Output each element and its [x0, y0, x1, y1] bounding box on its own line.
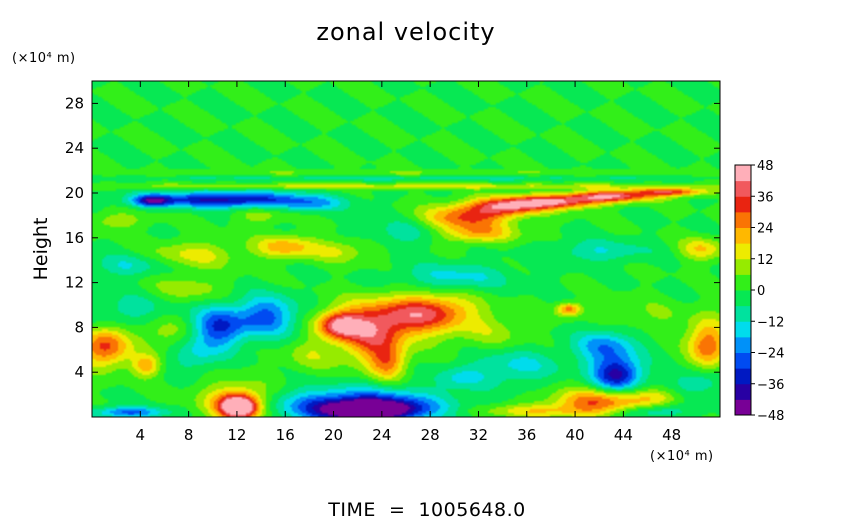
x-tick-label: 8	[184, 426, 194, 444]
colorbar-band	[735, 305, 751, 322]
colorbar-tick-label: −12	[757, 315, 784, 330]
plot-frame	[91, 80, 721, 418]
y-tick-label: 16	[65, 229, 84, 247]
colorbar-tick-label: 24	[757, 222, 774, 237]
heatmap-field	[92, 81, 720, 417]
y-tick-label: 8	[74, 318, 84, 336]
colorbar-tick-label: 48	[757, 159, 774, 174]
colorbar-band	[735, 399, 751, 416]
y-tick-label: 20	[65, 184, 84, 202]
x-tick-label: 40	[566, 426, 585, 444]
plot-area	[91, 80, 721, 418]
colorbar-band	[735, 368, 751, 385]
colorbar: 48 36 24 12 0 −12 −24 −36 −48	[734, 159, 784, 424]
colorbar-tick-label: 0	[757, 284, 765, 299]
time-footer: TIME = 1005648.0	[327, 499, 525, 519]
x-tick-label: 44	[614, 426, 633, 444]
x-tick-label: 48	[662, 426, 681, 444]
colorbar-band	[735, 336, 751, 353]
chart-title: zonal velocity	[316, 18, 495, 46]
y-tick-label: 28	[65, 94, 84, 112]
colorbar-band	[735, 383, 751, 400]
colorbar-band	[735, 227, 751, 244]
colorbar-band	[735, 211, 751, 228]
colorbar-band	[735, 274, 751, 291]
colorbar-tick-label: −48	[757, 409, 784, 424]
colorbar-band	[735, 180, 751, 197]
x-unit-label: (×10⁴ m)	[650, 449, 714, 464]
colorbar-band	[735, 243, 751, 260]
colorbar-band	[735, 196, 751, 213]
x-tick-label: 16	[276, 426, 295, 444]
x-tick-label: 32	[469, 426, 488, 444]
x-tick-label: 36	[517, 426, 536, 444]
colorbar-tick-label: −36	[757, 378, 784, 393]
x-tick-label: 12	[227, 426, 246, 444]
colorbar-band	[735, 321, 751, 338]
colorbar-band	[735, 290, 751, 307]
colorbar-tick-label: 36	[757, 190, 774, 205]
y-axis-label: Height	[30, 218, 52, 281]
x-axis: 4 8 12 16 20 24 28 32 36 40 44 48	[136, 81, 681, 444]
x-tick-label: 24	[372, 426, 391, 444]
y-tick-label: 12	[65, 274, 84, 292]
x-tick-label: 4	[136, 426, 146, 444]
y-unit-label: (×10⁴ m)	[12, 51, 76, 66]
colorbar-band	[735, 258, 751, 275]
y-axis: 4 8 12 16 20 24 28	[65, 94, 720, 381]
x-tick-label: 20	[324, 426, 343, 444]
colorbar-tick-label: −24	[757, 347, 784, 362]
colorbar-band	[735, 352, 751, 369]
y-tick-label: 24	[65, 139, 84, 157]
y-tick-label: 4	[74, 363, 84, 381]
colorbar-band	[735, 165, 751, 182]
x-tick-label: 28	[421, 426, 440, 444]
colorbar-tick-label: 12	[757, 253, 774, 268]
